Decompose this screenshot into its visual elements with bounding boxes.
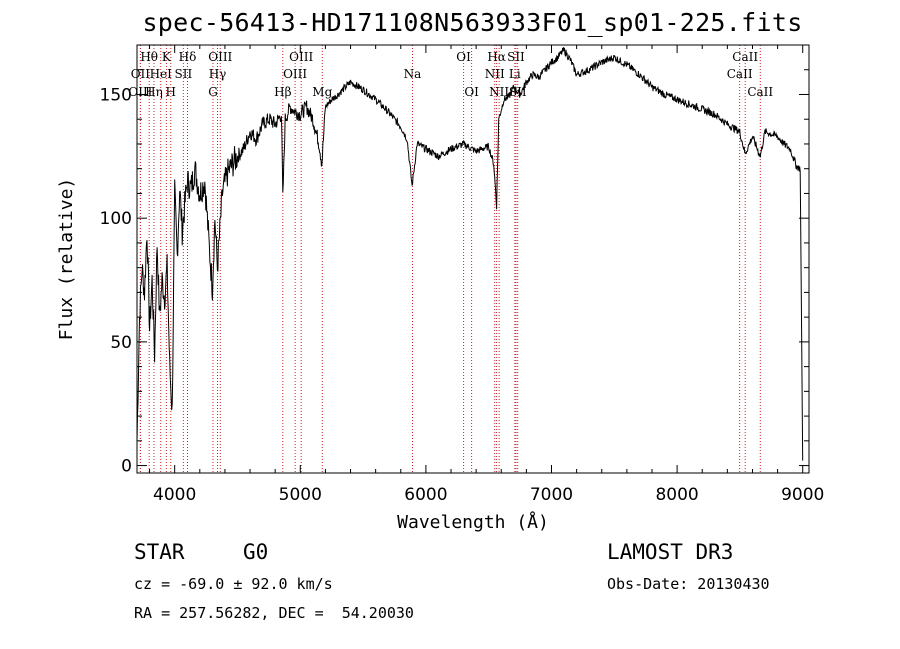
spectral-line-label: SII [507, 50, 525, 64]
spectral-line-label: OII [131, 67, 151, 81]
spectral-line-label: Li [509, 67, 521, 81]
spectrum-series [136, 47, 804, 461]
spectral-line-label: CaII [732, 50, 758, 64]
survey-name: LAMOST DR3 [607, 540, 734, 564]
spectral-line-label: CaII [747, 85, 773, 99]
spectral-line-label: K [162, 50, 172, 64]
x-tick-label: 9000 [781, 485, 824, 505]
object-subclass: G0 [243, 540, 269, 564]
spectral-line-label: OIII [128, 85, 152, 99]
spectral-line-label: Hη [145, 85, 163, 99]
y-tick-label: 100 [100, 209, 132, 229]
spectral-line-label: Hθ [140, 50, 158, 64]
plot-frame [136, 44, 810, 474]
x-tick-label: 7000 [530, 485, 573, 505]
spectral-line-label: OI [464, 85, 479, 99]
spectrum-line [136, 47, 804, 461]
spectral-line-label: Hγ [209, 67, 227, 81]
x-axis-label: Wavelength (Å) [397, 511, 549, 533]
axis-ticks: 4000 5000 6000 7000 8000 9000 0 50 100 150 [100, 45, 824, 505]
spectral-line-label: Hβ [274, 85, 291, 99]
spectral-line-label: G [208, 85, 218, 99]
spectral-line-label: Hα [487, 50, 506, 64]
spectral-line-label: Na [404, 67, 422, 81]
x-tick-label: 5000 [279, 485, 322, 505]
coordinates: RA = 257.56282, DEC = 54.20030 [134, 604, 414, 622]
spectral-line-label: HeI [150, 67, 173, 81]
redshift-text: cz = -69.0 ± 92.0 km/s [134, 575, 333, 593]
y-tick-label: 0 [121, 457, 132, 477]
y-tick-label: 150 [100, 85, 132, 105]
y-axis-label: Flux (relative) [56, 178, 77, 341]
x-tick-label: 4000 [153, 485, 196, 505]
x-tick-label: 6000 [404, 485, 447, 505]
spectral-line-markers [139, 45, 761, 473]
spectral-line-label: Mg [312, 85, 332, 99]
spectral-line-label: OIII [289, 50, 313, 64]
spectral-line-label: H [166, 85, 176, 99]
obs-date: Obs-Date: 20130430 [607, 575, 770, 593]
object-class: STAR [134, 540, 185, 564]
x-tick-label: 8000 [655, 485, 698, 505]
spectral-line-label: CaII [727, 67, 753, 81]
chart-title: spec-56413-HD171108N563933F01_sp01-225.f… [142, 8, 803, 37]
spectral-line-label: Hδ [179, 50, 197, 64]
y-tick-label: 50 [110, 333, 132, 353]
spectral-line-labels: Hθ OII OIII K HeI Hη Hδ SII H OIII Hγ G OIII OIII Hβ Mg… [128, 50, 773, 99]
spectral-line-label: OIII [283, 67, 307, 81]
spectral-line-label: NII [485, 67, 505, 81]
spectral-line-label: SII [174, 67, 192, 81]
spectral-line-label: OI [456, 50, 471, 64]
spectral-line-label: OIII [208, 50, 232, 64]
